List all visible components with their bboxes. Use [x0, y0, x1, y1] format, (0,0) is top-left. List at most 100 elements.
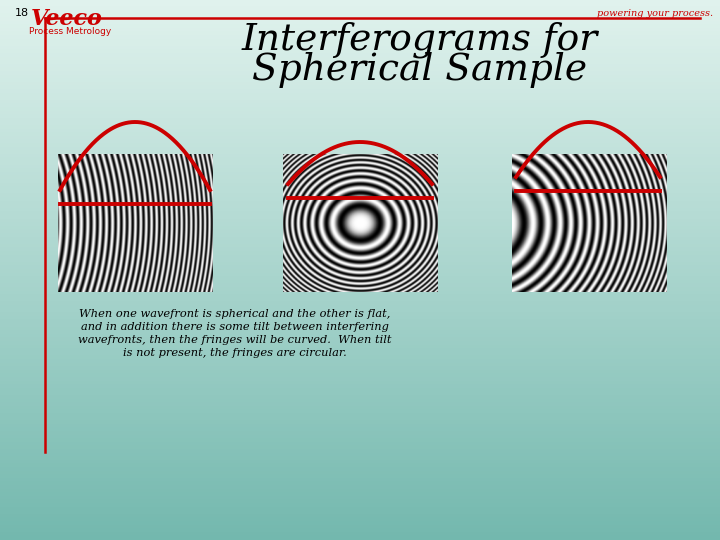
- Bar: [0, 140, 720, 144]
- Bar: [0, 317, 720, 320]
- Bar: [0, 486, 720, 490]
- Bar: [0, 425, 720, 428]
- Bar: [0, 198, 720, 201]
- Bar: [0, 363, 720, 367]
- Bar: [0, 436, 720, 439]
- Bar: [0, 346, 720, 349]
- Bar: [0, 147, 720, 151]
- Bar: [0, 101, 720, 104]
- Bar: [0, 313, 720, 317]
- Bar: [0, 393, 720, 396]
- Bar: [0, 123, 720, 126]
- Bar: [0, 76, 720, 79]
- Bar: [0, 209, 720, 212]
- Bar: [0, 288, 720, 292]
- Bar: [0, 421, 720, 425]
- Bar: [0, 61, 720, 65]
- Bar: [0, 65, 720, 69]
- Text: is not present, the fringes are circular.: is not present, the fringes are circular…: [123, 348, 347, 358]
- Bar: [0, 180, 720, 184]
- Bar: [0, 15, 720, 18]
- Bar: [0, 320, 720, 324]
- Bar: [0, 515, 720, 518]
- Text: 18: 18: [15, 8, 29, 18]
- Bar: [0, 97, 720, 101]
- Bar: [0, 47, 720, 50]
- Bar: [0, 529, 720, 533]
- Bar: [0, 194, 720, 198]
- Bar: [0, 309, 720, 313]
- Bar: [0, 504, 720, 508]
- Bar: [0, 501, 720, 504]
- Bar: [0, 353, 720, 356]
- Bar: [0, 212, 720, 216]
- Bar: [0, 414, 720, 417]
- Bar: [0, 93, 720, 97]
- Bar: [0, 104, 720, 108]
- Bar: [0, 126, 720, 130]
- Bar: [0, 184, 720, 187]
- Bar: [0, 11, 720, 15]
- Bar: [0, 119, 720, 123]
- Bar: [0, 410, 720, 414]
- Bar: [0, 482, 720, 486]
- Bar: [0, 162, 720, 166]
- Bar: [0, 342, 720, 346]
- Bar: [0, 263, 720, 266]
- Bar: [0, 417, 720, 421]
- Bar: [0, 385, 720, 389]
- Bar: [0, 50, 720, 54]
- Bar: [0, 43, 720, 47]
- Bar: [0, 450, 720, 454]
- Bar: [0, 468, 720, 471]
- Bar: [0, 292, 720, 295]
- Bar: [0, 382, 720, 385]
- Bar: [0, 328, 720, 331]
- Bar: [0, 439, 720, 443]
- Bar: [0, 454, 720, 457]
- Bar: [0, 58, 720, 61]
- Bar: [0, 525, 720, 529]
- Bar: [0, 259, 720, 263]
- Bar: [0, 29, 720, 32]
- Bar: [0, 191, 720, 194]
- Bar: [0, 508, 720, 511]
- Bar: [0, 285, 720, 288]
- Bar: [0, 238, 720, 241]
- Bar: [0, 83, 720, 86]
- Bar: [0, 227, 720, 231]
- Bar: [0, 155, 720, 158]
- Bar: [0, 108, 720, 112]
- Bar: [0, 115, 720, 119]
- Bar: [0, 331, 720, 335]
- Bar: [0, 252, 720, 255]
- Bar: [0, 72, 720, 76]
- Bar: [0, 270, 720, 274]
- Bar: [0, 335, 720, 339]
- Bar: [0, 144, 720, 147]
- Bar: [0, 205, 720, 209]
- Text: Process Metrology: Process Metrology: [29, 28, 111, 37]
- Bar: [0, 447, 720, 450]
- Bar: [0, 511, 720, 515]
- Bar: [0, 407, 720, 410]
- Bar: [0, 18, 720, 22]
- Bar: [0, 522, 720, 525]
- Bar: [0, 277, 720, 281]
- Bar: [0, 266, 720, 270]
- Bar: [0, 90, 720, 93]
- Text: When one wavefront is spherical and the other is flat,: When one wavefront is spherical and the …: [79, 309, 391, 319]
- Bar: [0, 54, 720, 58]
- Bar: [0, 241, 720, 245]
- Bar: [0, 223, 720, 227]
- Text: powering your process.: powering your process.: [597, 9, 713, 17]
- Bar: [0, 324, 720, 328]
- Bar: [0, 112, 720, 115]
- Bar: [0, 356, 720, 360]
- Bar: [0, 461, 720, 464]
- Bar: [0, 79, 720, 83]
- Bar: [0, 86, 720, 90]
- Bar: [0, 25, 720, 29]
- Bar: [0, 216, 720, 220]
- Text: and in addition there is some tilt between interfering: and in addition there is some tilt betwe…: [81, 322, 389, 332]
